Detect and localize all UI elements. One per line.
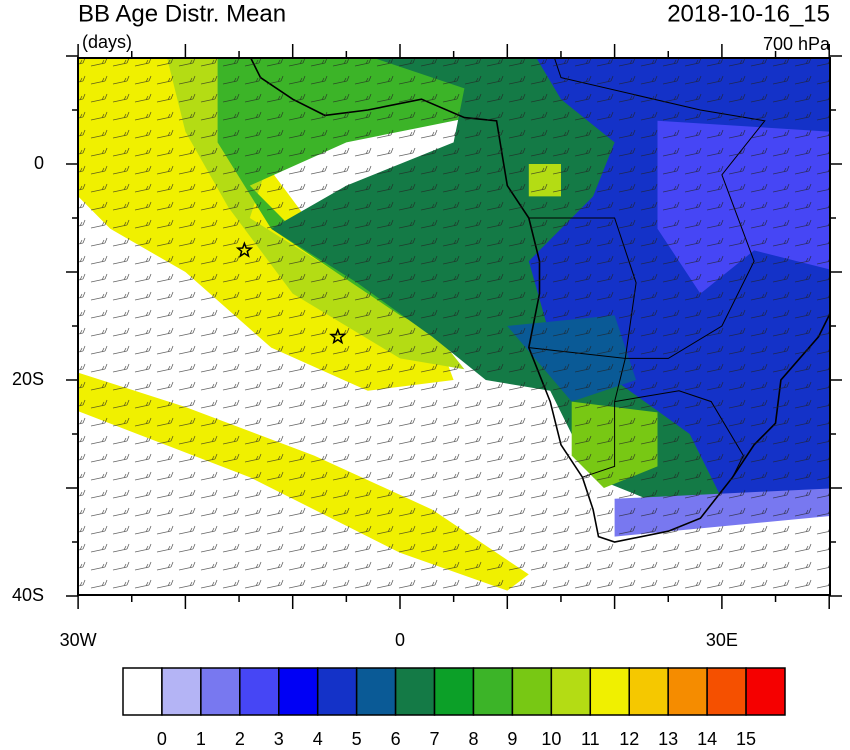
map (78, 58, 830, 595)
colorbar-box (278, 667, 319, 716)
colorbar: 0 1 2 3 4 5 6 7 8 9 10 11 12 13 14 15 (122, 667, 786, 749)
colorbar-box (316, 667, 358, 716)
colorbar-box (355, 667, 397, 716)
colorbar-label: 15 (736, 729, 756, 749)
lon-label: 30W (60, 630, 97, 650)
colorbar-box (433, 667, 475, 716)
date: 2018-10-16_15 (667, 0, 830, 27)
colorbar-box (589, 667, 630, 716)
colorbar-label: 11 (581, 729, 600, 749)
colorbar-label: 10 (541, 729, 561, 749)
colorbar-label: 8 (468, 729, 478, 749)
colorbar-box (239, 667, 280, 716)
colorbar-box (161, 667, 202, 716)
lon-label: 30E (706, 630, 738, 650)
colorbar-box (667, 667, 708, 716)
lat-label: 40S (12, 585, 44, 605)
site-star (329, 327, 347, 345)
colorbar-label: 9 (507, 729, 517, 749)
colorbar-label: 1 (196, 729, 206, 749)
wind-barbs (78, 58, 830, 595)
axes: 0 20S 40S 30W 0 30E (12, 44, 842, 650)
colorbar-label: 0 (157, 729, 167, 749)
colorbar-label: 7 (430, 729, 440, 749)
lat-label: 0 (34, 153, 44, 173)
colorbar-box (550, 667, 592, 716)
site-star (235, 241, 254, 258)
colorbar-box (122, 667, 163, 716)
colorbar-label: 3 (274, 729, 284, 749)
colorbar-label: 2 (235, 729, 245, 749)
colorbar-box (706, 667, 747, 716)
colorbar-label: 12 (619, 729, 639, 749)
colorbar-box (628, 667, 669, 716)
colorbar-box (511, 667, 553, 716)
colorbar-label: 13 (658, 729, 678, 749)
colorbar-box (745, 667, 786, 716)
colorbar-label: 14 (697, 729, 717, 749)
lon-label: 0 (395, 630, 405, 650)
lat-label: 20S (12, 369, 44, 389)
colorbar-label: 5 (352, 729, 362, 749)
colorbar-box (472, 667, 514, 716)
units: (days) (82, 32, 132, 52)
colorbar-box (200, 667, 241, 716)
colorbar-box (394, 667, 436, 716)
title: BB Age Distr. Mean (78, 0, 286, 27)
colorbar-label: 6 (391, 729, 401, 749)
colorbar-label: 4 (313, 729, 323, 749)
level: 700 hPa (763, 34, 831, 54)
